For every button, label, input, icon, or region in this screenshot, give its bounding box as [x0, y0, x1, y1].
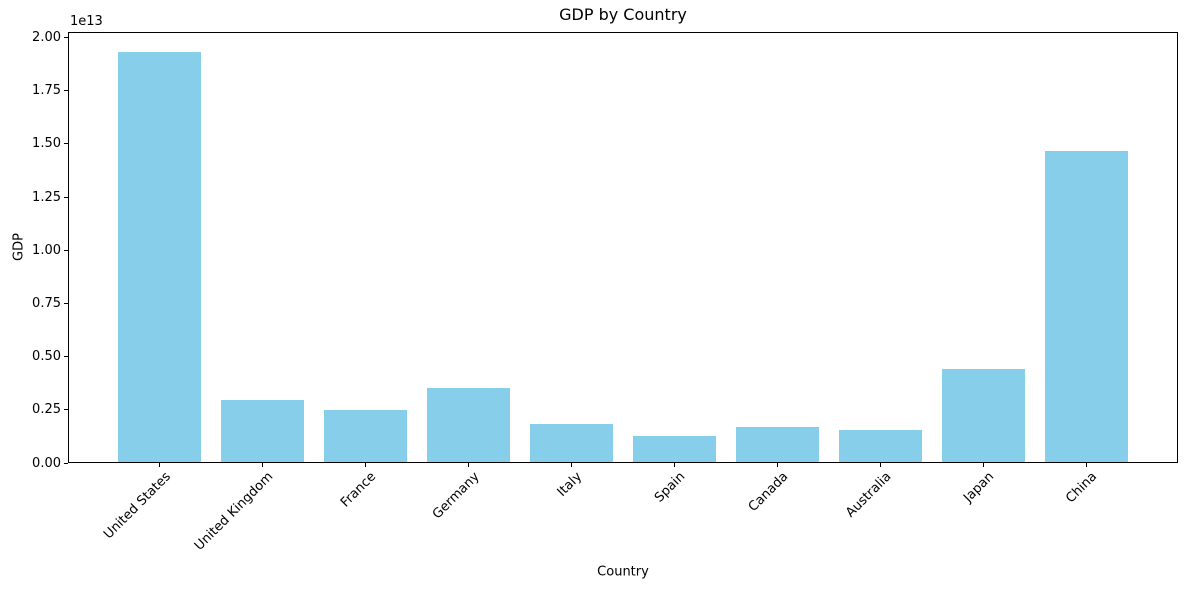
y-tick-mark [64, 143, 68, 145]
y-tick-mark [64, 462, 68, 464]
chart-title: GDP by Country [559, 5, 687, 24]
bar-spain [633, 435, 716, 462]
x-tick-label: United States [100, 469, 174, 543]
bar-china [1045, 150, 1128, 462]
y-tick-mark [64, 302, 68, 304]
x-tick-mark [159, 463, 161, 467]
x-tick-mark [468, 463, 470, 467]
x-tick-mark [571, 463, 573, 467]
x-tick-mark [365, 463, 367, 467]
bar-japan [942, 368, 1025, 462]
bar-united-states [118, 51, 201, 462]
x-tick-label: United Kingdom [192, 469, 277, 554]
y-tick-label: 0.75 [32, 295, 61, 311]
x-axis-label: Country [597, 564, 649, 580]
y-tick-mark [64, 249, 68, 251]
x-tick-mark [1085, 463, 1087, 467]
y-tick-mark [64, 356, 68, 358]
y-tick-label: 1.25 [32, 189, 61, 205]
y-tick-mark [64, 90, 68, 92]
x-tick-label: Spain [652, 469, 689, 506]
bar-france [324, 409, 407, 462]
x-tick-label: France [338, 469, 380, 511]
x-tick-mark [673, 463, 675, 467]
x-tick-label: China [1063, 469, 1101, 507]
y-tick-mark [64, 37, 68, 39]
x-tick-mark [982, 463, 984, 467]
bar-australia [839, 429, 922, 462]
x-tick-mark [776, 463, 778, 467]
y-tick-label: 0.00 [32, 455, 61, 471]
y-tick-label: 1.00 [32, 242, 61, 258]
y-tick-mark [64, 196, 68, 198]
x-tick-mark [262, 463, 264, 467]
x-tick-label: Japan [961, 469, 998, 506]
x-tick-label: Australia [843, 469, 895, 521]
x-tick-label: Germany [429, 469, 483, 523]
y-axis-offset-label: 1e13 [70, 14, 103, 29]
bar-italy [530, 424, 613, 462]
y-tick-label: 2.00 [32, 30, 61, 46]
bar-germany [427, 388, 510, 462]
y-tick-mark [64, 409, 68, 411]
x-tick-label: Italy [554, 469, 586, 500]
bar-canada [736, 427, 819, 462]
plot-area [68, 32, 1178, 463]
x-tick-mark [879, 463, 881, 467]
bar-united-kingdom [221, 400, 304, 462]
y-tick-label: 1.75 [32, 83, 61, 99]
y-tick-label: 1.50 [32, 136, 61, 152]
y-tick-label: 0.50 [32, 349, 61, 365]
x-tick-label: Canada [745, 469, 792, 515]
y-tick-label: 0.25 [32, 402, 61, 418]
